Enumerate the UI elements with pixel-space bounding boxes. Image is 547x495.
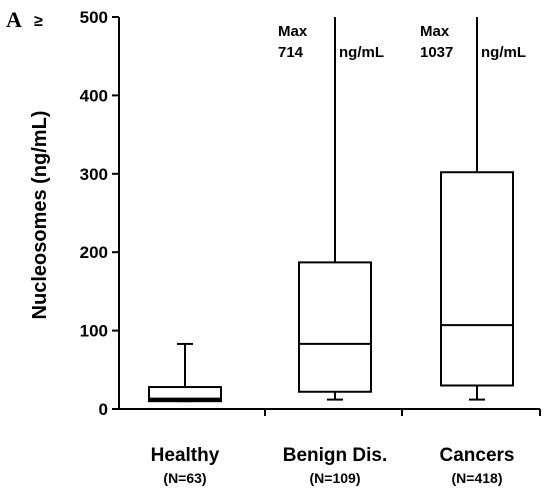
panel-label: A (6, 7, 22, 32)
max-annotation-label: Max (278, 23, 308, 40)
max-annotation-value: 1037 (420, 44, 453, 61)
category-n-label: (N=418) (452, 470, 503, 486)
max-annotation-unit: ng/mL (339, 44, 384, 61)
ylim-marker: ≥ (34, 13, 43, 30)
category-n-label: (N=63) (163, 470, 206, 486)
y-tick-label: 100 (80, 322, 108, 341)
max-annotation-value: 714 (278, 44, 304, 61)
y-tick-label: 500 (80, 8, 108, 27)
iqr-box (298, 261, 372, 393)
category-n-label: (N=109) (310, 470, 361, 486)
max-annotation-label: Max (420, 23, 450, 40)
iqr-box (440, 171, 514, 387)
category-label: Healthy (151, 445, 220, 466)
y-tick-label: 300 (80, 165, 108, 184)
y-tick-label: 400 (80, 86, 108, 105)
plot-layer: 0 100 200 300 400 500 Healthy (N=63) Max 714 ng/mL… (80, 8, 541, 486)
y-tick-label: 200 (80, 243, 108, 262)
category-label: Benign Dis. (283, 445, 388, 466)
category-label: Cancers (440, 445, 515, 466)
y-tick-label: 0 (99, 400, 108, 419)
y-axis-label: Nucleosomes (ng/mL) (29, 111, 51, 320)
max-annotation-unit: ng/mL (481, 44, 526, 61)
